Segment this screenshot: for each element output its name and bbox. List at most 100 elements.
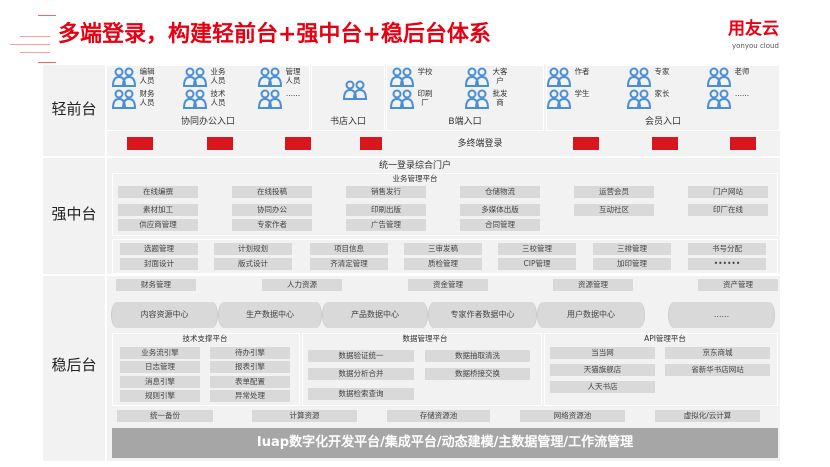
user-role-label: ......: [734, 89, 750, 98]
production-module: 选题管理: [120, 243, 198, 255]
business-module: 销售发行: [346, 186, 426, 198]
business-platform-title: 业务管理平台: [392, 174, 438, 183]
desktop-icon: [127, 137, 153, 150]
business-module: 印刷出版: [346, 204, 426, 216]
production-module: 三排管理: [593, 243, 671, 255]
production-module: ••••••: [688, 258, 766, 270]
business-module: 仓储物流: [460, 186, 540, 198]
production-module: 三审发稿: [404, 243, 482, 255]
unified-portal-label: 统一登录综合门户: [378, 161, 451, 171]
tech-module: 日志管理: [120, 361, 200, 373]
users-icon: [257, 67, 283, 87]
production-module: 书号分配: [688, 243, 766, 255]
production-module: 版式设计: [214, 258, 292, 270]
api-module: 京东商城: [665, 347, 770, 359]
user-role-label: 学生: [574, 89, 590, 98]
production-module: 质检管理: [404, 258, 482, 270]
infrastructure-module: 网络资源池: [520, 410, 625, 422]
users-icon: [706, 67, 732, 87]
data-module: 数据检索查询: [308, 388, 414, 400]
layer-middle: 强中台: [51, 205, 97, 223]
tech-module: 表单配置: [210, 376, 290, 388]
infrastructure-module: 存储资源池: [387, 410, 490, 422]
entry-label: 会员入口: [644, 117, 681, 127]
user-role-label: 管理 人员: [285, 67, 301, 85]
data-center: 用户数据中心: [537, 302, 645, 328]
user-role-label: 学校: [417, 67, 433, 76]
data-module: 数据分析合并: [308, 368, 414, 380]
production-module: 封面设计: [120, 258, 198, 270]
entry-label: 书店入口: [329, 117, 366, 127]
infrastructure-module: 统一备份: [117, 410, 213, 422]
user-role-label: 作者: [574, 67, 590, 76]
management-module: 资金管理: [408, 279, 488, 291]
api-platform-title: API管理平台: [644, 334, 686, 343]
laptop-icon: [573, 137, 599, 150]
infrastructure-module: 虚拟化/云计算: [655, 410, 760, 422]
production-module: 三校管理: [498, 243, 576, 255]
user-role-label: 家长: [654, 89, 670, 98]
users-icon: [546, 67, 572, 87]
entry-panel: [546, 65, 780, 131]
production-module: 项目信息: [310, 243, 388, 255]
data-module: 数据验证统一: [308, 350, 414, 362]
user-role-label: 大客 户: [492, 67, 508, 85]
entry-label: 协同办公入口: [180, 117, 235, 127]
tech-module: 规则引擎: [120, 390, 200, 402]
api-module: 人天书店: [550, 381, 655, 393]
tech-module: 待办引擎: [210, 347, 290, 359]
slide-title: 多端登录，构建轻前台+强中台+稳后台体系: [58, 22, 491, 47]
user-role-label: 印刷 厂: [417, 89, 433, 107]
production-module: CIP管理: [498, 258, 576, 270]
business-module: 专家作者: [232, 219, 312, 231]
business-module: 门户网站: [688, 186, 768, 198]
production-module: 加印管理: [593, 258, 671, 270]
users-icon: [626, 89, 652, 109]
business-module: 供应商管理: [118, 219, 198, 231]
users-icon: [111, 67, 137, 87]
data-module: 数据抽取清洗: [425, 350, 530, 362]
tech-module: 消息引擎: [120, 376, 200, 388]
infrastructure-module: 计算资源: [252, 410, 357, 422]
users-icon: [389, 67, 415, 87]
user-role-label: 编辑 人员: [139, 67, 155, 85]
business-module: 合同管理: [460, 219, 540, 231]
business-module: 在线编撰: [118, 186, 198, 198]
tech-platform-title: 技术支撑平台: [182, 334, 228, 343]
user-role-label: 业务 人员: [210, 67, 226, 85]
user-role-label: ......: [285, 89, 301, 98]
monitor-icon: [652, 137, 678, 150]
data-center: 内容资源中心: [111, 302, 218, 328]
users-icon: [182, 67, 208, 87]
api-module: 省新华书店网站: [665, 364, 770, 376]
user-role-label: 技术 人员: [210, 89, 226, 107]
layer-back: 稳后台: [51, 356, 97, 374]
iuap-platform-bar: Iuap数字化开发平台/集成平台/动态建模/主数据管理/工作流管理: [112, 428, 778, 458]
production-module: 齐清定管理: [310, 258, 388, 270]
management-module: 资产管理: [698, 279, 778, 291]
users-icon: [706, 89, 732, 109]
management-module: 人力资源: [262, 279, 342, 291]
tv-icon: [730, 137, 756, 150]
business-module: 印厂在线: [688, 204, 768, 216]
entry-panel: [386, 65, 544, 131]
business-module: 互动社区: [574, 204, 654, 216]
users-icon: [182, 89, 208, 109]
data-center: 专家作者数据中心: [428, 302, 537, 328]
multi-terminal-login-label: 多终端登录: [457, 139, 503, 149]
business-module: 多媒体出版: [460, 204, 540, 216]
user-role-label: 老师: [734, 67, 750, 76]
yonyou-logo: 用友云: [728, 19, 779, 39]
data-center: ......: [668, 302, 775, 328]
layer-front: 轻前台: [51, 100, 97, 118]
business-module: 协同办公: [232, 204, 312, 216]
users-icon: [464, 89, 490, 109]
data-center: 产品数据中心: [322, 302, 428, 328]
tablet-icon: [360, 137, 382, 150]
user-role-label: 财务 人员: [139, 89, 155, 107]
users-icon: [111, 89, 137, 109]
users-icon: [257, 89, 283, 109]
yonyou-logo-subtitle: yonyou cloud: [732, 42, 779, 50]
management-module: 资源管理: [553, 279, 633, 291]
api-module: 当当网: [550, 347, 655, 359]
